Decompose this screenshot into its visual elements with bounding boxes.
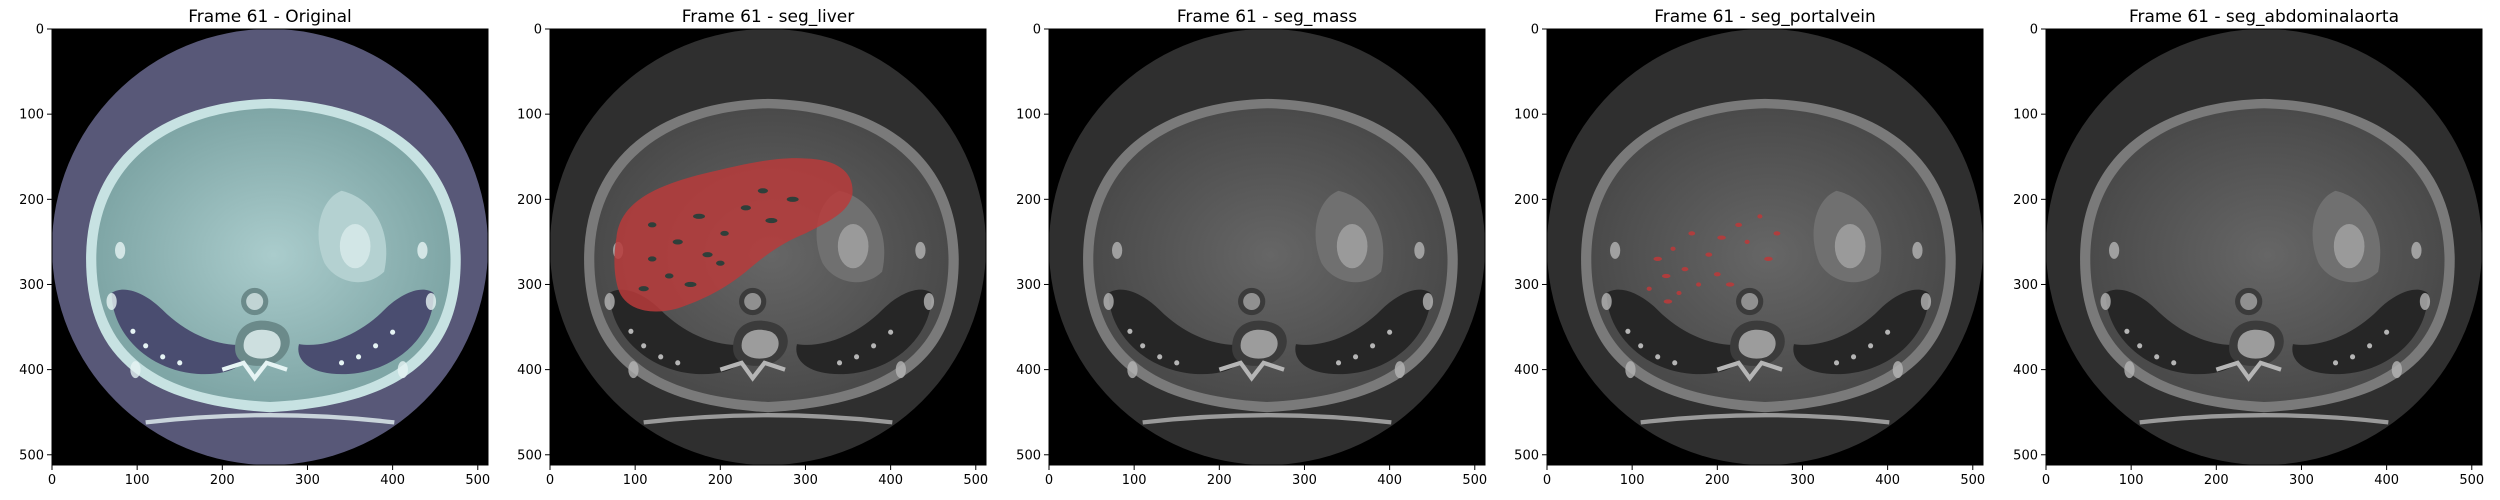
y-tick-label: 300 [1514, 278, 1539, 293]
ct-image [2046, 29, 2482, 466]
y-tick-label: 500 [517, 448, 542, 463]
y-tick-label: 0 [36, 23, 44, 38]
panel-1: Frame 61 - Original 0 100 200 300 400 500 0 100 2… [19, 7, 490, 488]
y-tick-label: 0 [1033, 23, 1041, 38]
y-tick-label: 0 [1531, 23, 1539, 38]
x-tick-label: 300 [295, 473, 320, 488]
axes-frame [1048, 28, 1486, 466]
axes-frame [2045, 28, 2483, 466]
x-tick-label: 200 [1705, 473, 1730, 488]
panel-4: Frame 61 - seg_portalvein 0 100 200 300 400 50… [1514, 7, 1985, 488]
x-tick-label: 200 [1207, 473, 1232, 488]
panel-title: Frame 61 - seg_portalvein [1654, 7, 1876, 27]
x-tick-label: 500 [1960, 473, 1985, 488]
ct-image [1547, 29, 1983, 466]
axes-frame [1546, 28, 1984, 466]
x-tick-label: 100 [1620, 473, 1645, 488]
x-tick-label: 400 [878, 473, 903, 488]
x-tick-label: 100 [623, 473, 648, 488]
x-tick-label: 0 [1543, 473, 1551, 488]
x-tick-label: 500 [1462, 473, 1487, 488]
y-tick-label: 500 [2013, 448, 2038, 463]
y-tick-label: 400 [19, 363, 44, 378]
y-tick-label: 300 [1016, 278, 1041, 293]
y-tick-label: 500 [1016, 448, 1041, 463]
ct-image [52, 29, 489, 466]
y-tick-label: 500 [19, 448, 44, 463]
panel-title: Frame 61 - seg_mass [1177, 7, 1357, 27]
axes-frame [549, 28, 987, 466]
x-tick-label: 100 [125, 473, 150, 488]
panel-title: Frame 61 - seg_liver [682, 7, 855, 27]
y-tick-label: 300 [19, 278, 44, 293]
y-tick-label: 200 [517, 193, 542, 208]
y-tick-label: 400 [1016, 363, 1041, 378]
x-tick-label: 0 [48, 473, 56, 488]
y-tick-label: 100 [19, 108, 44, 123]
ct-image [550, 29, 986, 466]
y-tick-label: 100 [1016, 108, 1041, 123]
x-tick-label: 300 [1292, 473, 1317, 488]
y-tick-label: 0 [534, 23, 542, 38]
panel-title: Frame 61 - seg_abdominalaorta [2129, 7, 2399, 27]
x-tick-label: 0 [2042, 473, 2050, 488]
x-tick-label: 500 [963, 473, 988, 488]
x-tick-label: 0 [1045, 473, 1053, 488]
x-tick-label: 100 [1122, 473, 1147, 488]
x-tick-label: 500 [2459, 473, 2484, 488]
y-tick-label: 500 [1514, 448, 1539, 463]
panel-title: Frame 61 - Original [188, 7, 351, 27]
x-tick-label: 0 [546, 473, 554, 488]
x-tick-label: 200 [2204, 473, 2229, 488]
panel-2: Frame 61 - seg_liver 0 100 200 300 400 500 0 100… [517, 7, 988, 488]
x-tick-label: 200 [708, 473, 733, 488]
x-tick-label: 400 [1875, 473, 1900, 488]
y-tick-label: 200 [1514, 193, 1539, 208]
x-tick-label: 400 [2374, 473, 2399, 488]
y-tick-label: 400 [1514, 363, 1539, 378]
y-tick-label: 0 [2030, 23, 2038, 38]
x-tick-label: 300 [1790, 473, 1815, 488]
x-tick-label: 200 [210, 473, 235, 488]
axes-frame [51, 28, 489, 466]
x-tick-label: 400 [380, 473, 405, 488]
y-tick-label: 300 [517, 278, 542, 293]
x-tick-label: 400 [1377, 473, 1402, 488]
y-tick-label: 400 [2013, 363, 2038, 378]
x-tick-label: 300 [793, 473, 818, 488]
y-tick-label: 300 [2013, 278, 2038, 293]
ct-image [1049, 29, 1485, 466]
panel-5: Frame 61 - seg_abdominalaorta 0 100 200 300 4… [2013, 7, 2484, 488]
x-tick-label: 500 [465, 473, 490, 488]
y-tick-label: 200 [1016, 193, 1041, 208]
y-tick-label: 400 [517, 363, 542, 378]
y-tick-label: 100 [1514, 108, 1539, 123]
x-tick-label: 100 [2119, 473, 2144, 488]
y-tick-label: 100 [517, 108, 542, 123]
panel-3: Frame 61 - seg_mass 0 100 200 300 400 500 0 100 2… [1016, 7, 1487, 488]
y-tick-label: 200 [19, 193, 44, 208]
x-tick-label: 300 [2289, 473, 2314, 488]
y-tick-label: 100 [2013, 108, 2038, 123]
y-tick-label: 200 [2013, 193, 2038, 208]
